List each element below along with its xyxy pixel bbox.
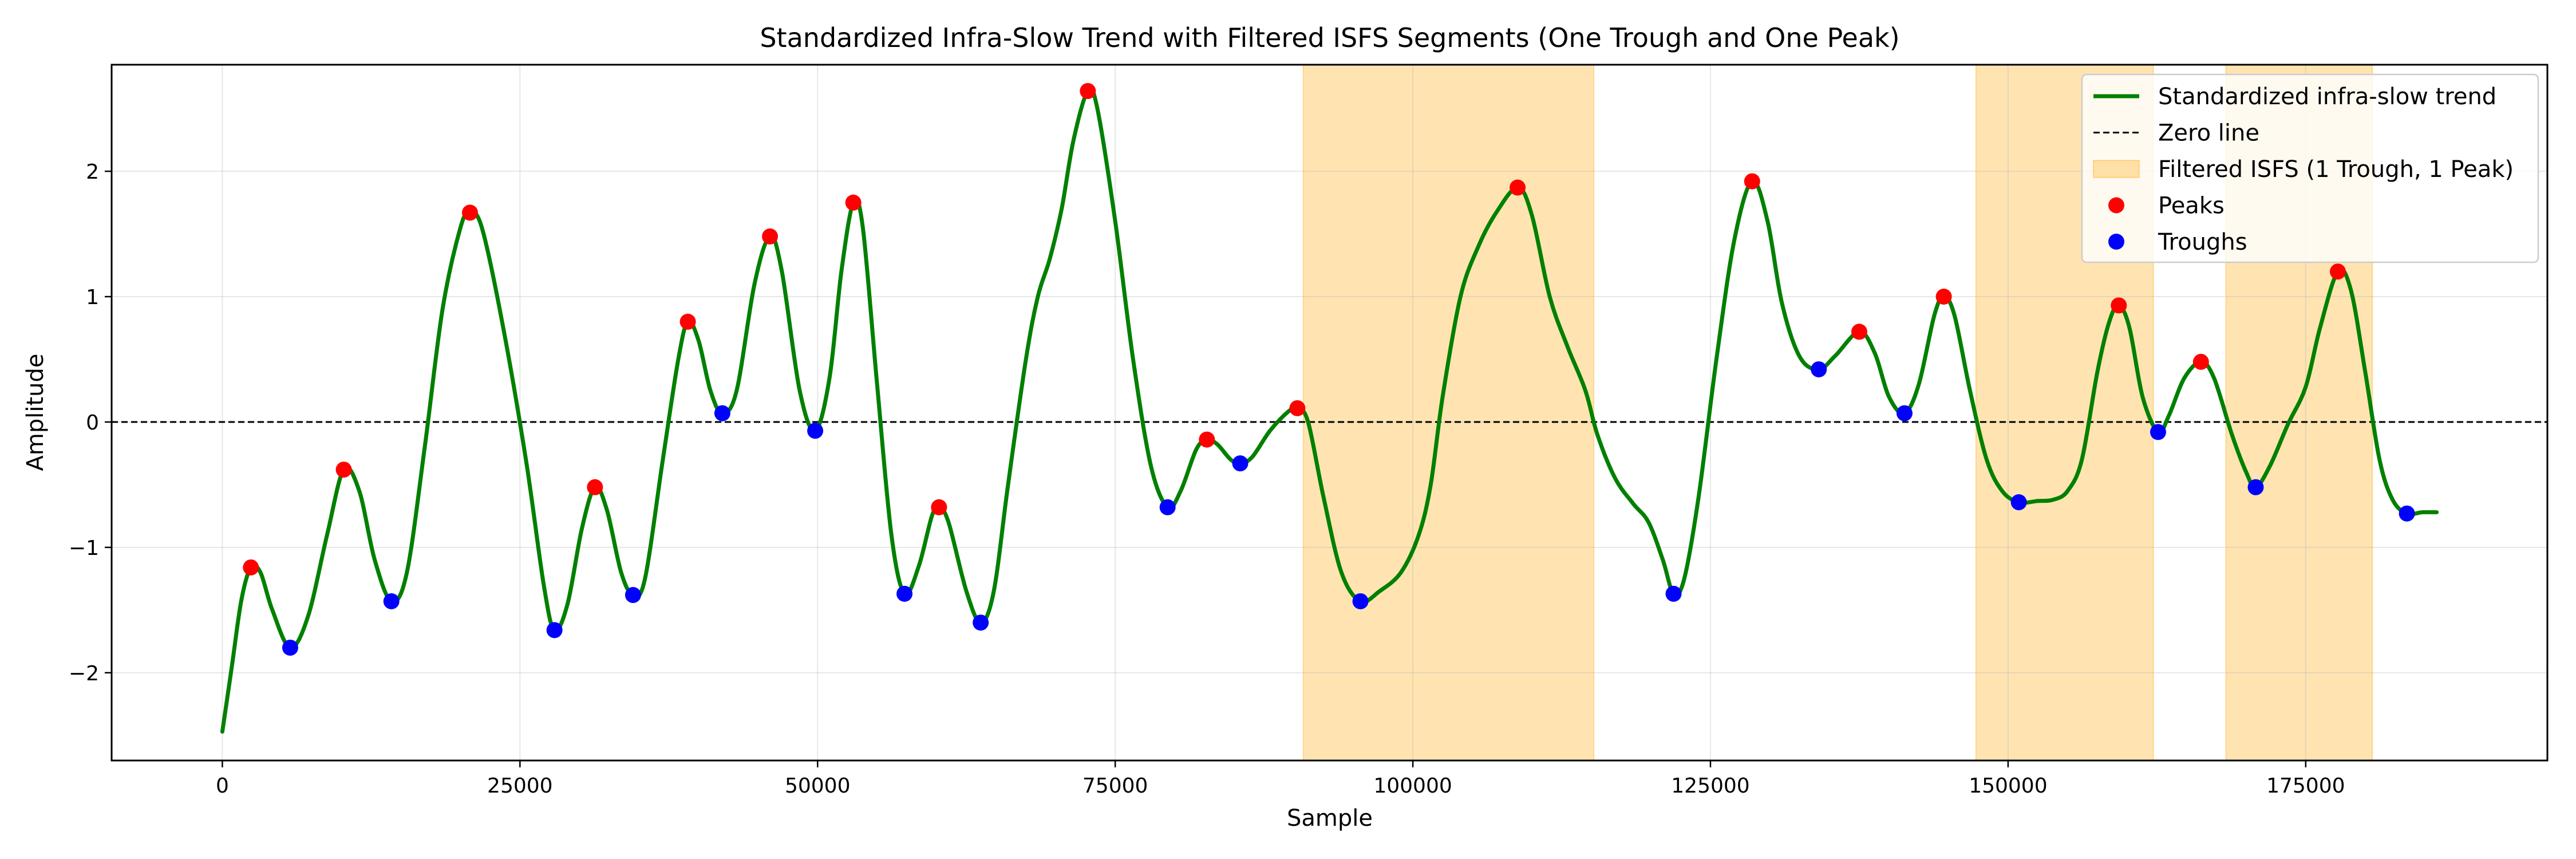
trough-marker xyxy=(1896,405,1913,421)
trough-marker xyxy=(714,405,730,421)
peak-marker xyxy=(1080,82,1096,99)
y-tick-label: 2 xyxy=(86,160,99,184)
peak-marker xyxy=(2192,353,2209,370)
trough-marker xyxy=(2010,494,2027,511)
peak-marker xyxy=(1510,179,1526,196)
x-axis-ticks: 0 25000 50000 75000 100000 125000 150000 175000 xyxy=(216,761,2345,798)
peak-marker xyxy=(1289,400,1306,416)
plot-frame xyxy=(110,64,2549,762)
peak-marker xyxy=(762,228,779,245)
isfs-span xyxy=(1302,64,1595,761)
peak-marker xyxy=(1199,431,1215,448)
y-axis-label: Amplitude xyxy=(22,354,49,471)
x-tick-label: 175000 xyxy=(2266,774,2345,798)
legend-swatch-dot xyxy=(2108,197,2124,214)
legend: Standardized infra-slow trend Zero line Fi… xyxy=(2081,73,2539,263)
peak-marker xyxy=(2329,263,2346,280)
legend-label: Troughs xyxy=(2158,229,2247,255)
trough-marker xyxy=(1811,361,1827,377)
grid xyxy=(112,65,2547,761)
marker-layer xyxy=(243,82,2415,656)
peak-marker xyxy=(1744,173,1760,190)
legend-swatch-patch xyxy=(2093,160,2140,178)
trough-marker xyxy=(282,639,298,656)
trough-marker xyxy=(383,593,400,609)
trough-marker xyxy=(1352,593,1369,609)
x-tick-label: 25000 xyxy=(487,774,553,798)
trough-marker xyxy=(2150,424,2166,440)
peak-marker xyxy=(335,462,352,478)
trough-marker xyxy=(2399,505,2415,522)
trough-marker xyxy=(625,587,641,604)
trend-line-layer xyxy=(220,86,2439,734)
peak-marker xyxy=(461,204,478,221)
peak-marker xyxy=(845,194,862,211)
x-axis-label: Sample xyxy=(1287,805,1373,832)
legend-label: Peaks xyxy=(2158,193,2225,219)
peak-marker xyxy=(243,559,259,576)
trough-marker xyxy=(973,614,989,631)
trough-marker xyxy=(807,423,824,439)
x-tick-label: 75000 xyxy=(1082,774,1148,798)
trough-marker xyxy=(2247,479,2264,495)
trough-marker xyxy=(1159,499,1176,515)
trough-marker xyxy=(546,622,563,639)
x-tick-label: 125000 xyxy=(1671,774,1749,798)
trough-marker xyxy=(1232,455,1249,472)
peak-marker xyxy=(1851,324,1867,340)
legend-label: Standardized infra-slow trend xyxy=(2158,84,2496,110)
x-tick-label: 100000 xyxy=(1373,774,1452,798)
y-tick-label: 0 xyxy=(86,411,99,435)
peak-marker xyxy=(1935,289,1952,305)
legend-label: Filtered ISFS (1 Trough, 1 Peak) xyxy=(2158,156,2514,183)
legend-label: Zero line xyxy=(2158,120,2259,147)
x-tick-label: 0 xyxy=(216,774,229,798)
x-tick-label: 150000 xyxy=(1969,774,2047,798)
trend-line xyxy=(220,86,2439,734)
chart-title: Standardized Infra-Slow Trend with Filte… xyxy=(760,22,1899,53)
trough-marker xyxy=(1665,585,1682,602)
peak-marker xyxy=(679,313,696,330)
x-tick-label: 50000 xyxy=(785,774,851,798)
peak-marker xyxy=(2111,297,2127,314)
peak-marker xyxy=(931,499,947,515)
peak-marker xyxy=(587,479,603,495)
y-axis-ticks: −2 −1 0 1 2 xyxy=(69,160,112,685)
legend-box xyxy=(2081,73,2539,263)
legend-swatch-dot xyxy=(2108,234,2124,250)
y-tick-label: 1 xyxy=(86,286,99,309)
y-tick-label: −1 xyxy=(69,537,99,560)
trough-marker xyxy=(896,585,913,602)
y-tick-label: −2 xyxy=(69,662,99,685)
